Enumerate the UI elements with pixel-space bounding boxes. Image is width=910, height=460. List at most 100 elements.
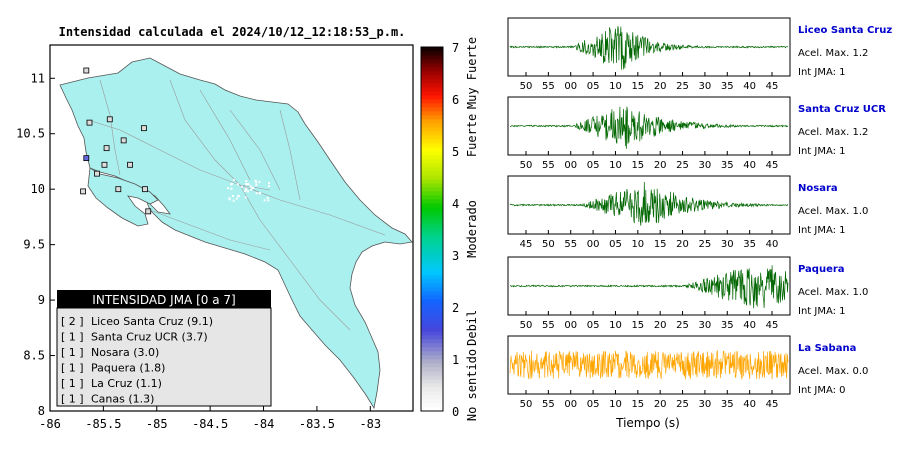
legend-item-name: La Cruz (1.1) [91, 377, 162, 390]
colorbar-cell [421, 347, 443, 352]
city-dot [267, 199, 270, 202]
map-y-tick-label: 10 [31, 182, 45, 196]
station-marker [86, 119, 93, 126]
waveform-tick-label: 35 [721, 399, 734, 410]
waveform-tick-label: 35 [721, 320, 734, 331]
city-dot [228, 198, 231, 201]
colorbar-cell [421, 383, 443, 388]
waveform-tick-label: 55 [564, 239, 577, 250]
waveform-panel: 50 55 00 05 10 15 20 25 30 35 40 45 Santa Cruz UCR Ac… [507, 96, 886, 171]
colorbar-cell [421, 363, 443, 368]
colorbar-cell [421, 135, 443, 140]
colorbar-cell [421, 51, 443, 56]
colorbar-cell [421, 395, 443, 400]
map-y-tick-label: 11 [31, 71, 45, 85]
waveform-tick-label: 30 [699, 160, 712, 171]
colorbar-scale [421, 47, 443, 412]
waveform-tick-label: 35 [721, 160, 734, 171]
colorbar-cell [421, 159, 443, 164]
colorbar-cell [421, 199, 443, 204]
waveform-tick-label: 15 [631, 399, 644, 410]
colorbar-ticks: 0 1 2 3 4 5 6 7 [452, 41, 459, 419]
city-dot [236, 183, 239, 186]
colorbar-cell [421, 299, 443, 304]
city-dot [247, 183, 250, 186]
colorbar-frame [420, 46, 444, 412]
waveform-tick-label: 15 [631, 160, 644, 171]
waveform-panel: 50 55 00 05 10 15 20 25 30 35 40 45 La Sabana Acel. M… [507, 335, 868, 410]
colorbar-cell [421, 339, 443, 344]
colorbar-cell [421, 103, 443, 108]
colorbar-cell [421, 235, 443, 240]
colorbar-cell [421, 303, 443, 308]
colorbar-cell [421, 295, 443, 300]
colorbar-cell [421, 147, 443, 152]
colorbar-cell [421, 379, 443, 384]
waveform-tick-label: 30 [699, 320, 712, 331]
waveform-tick-label: 20 [654, 81, 667, 92]
waveform-panels: 50 55 00 05 10 15 20 25 30 35 40 45 Liceo Santa Cruz… [507, 17, 892, 410]
waveform-tick-label: 10 [631, 239, 644, 250]
city-dot [250, 188, 253, 191]
waveform-panel: 50 55 00 05 10 15 20 25 30 35 40 45 Liceo Santa Cruz… [507, 17, 892, 92]
city-dot [237, 194, 240, 197]
city-dot [245, 179, 248, 182]
waveform-tick-label: 20 [654, 320, 667, 331]
colorbar-cell [421, 319, 443, 324]
colorbar-cell [421, 391, 443, 396]
waveform-tick-label: 40 [766, 239, 779, 250]
colorbar-cell [421, 287, 443, 292]
city-dot [268, 182, 271, 185]
waveform-jma-intensity: Int JMA: 1 [798, 225, 846, 236]
waveform-tick-label: 55 [542, 81, 555, 92]
waveform-tick-label: 50 [520, 160, 533, 171]
station-marker [142, 186, 148, 193]
colorbar-cell [421, 255, 443, 260]
colorbar-cell [421, 183, 443, 188]
waveform-jma-intensity: Int JMA: 1 [798, 146, 846, 157]
waveform-tick-label: 25 [676, 160, 689, 171]
waveform-jma-intensity: Int JMA: 1 [798, 67, 846, 78]
colorbar-cell [421, 239, 443, 244]
waveform-tick-label: 45 [766, 320, 779, 331]
map-x-tick-label: -86 [39, 417, 61, 431]
city-dot [249, 185, 252, 188]
map-x-tick-label: -83 [359, 417, 381, 431]
colorbar-cell [421, 387, 443, 392]
waveform-trace [509, 106, 789, 149]
station-marker [103, 145, 110, 152]
colorbar-cell [421, 115, 443, 120]
city-dot [246, 183, 249, 186]
station-marker [120, 137, 127, 144]
legend-item-level: [ 1 ] [61, 393, 84, 406]
colorbar-cell [421, 155, 443, 160]
waveform-tick-label: 30 [699, 399, 712, 410]
colorbar-cell [421, 275, 443, 280]
waveform-tick-label: 15 [631, 81, 644, 92]
city-dot [244, 196, 247, 199]
waveform-tick-label: 30 [721, 239, 734, 250]
waveform-station-name: Nosara [798, 183, 838, 194]
city-dot [252, 186, 255, 189]
waveform-tick-label: 45 [766, 81, 779, 92]
legend-item-name: Paquera (1.8) [91, 362, 165, 375]
map-frame [49, 44, 414, 412]
intensity-legend: INTENSIDAD JMA [0 a 7] [ 2 ] Liceo Santa … [56, 290, 272, 407]
waveform-tick-label: 25 [676, 81, 689, 92]
waveform-tick-label: 40 [743, 81, 756, 92]
colorbar-cell [421, 87, 443, 92]
station-marker [83, 67, 90, 74]
city-dot [228, 197, 231, 200]
map-x-tick-label: -85.5 [85, 417, 121, 431]
city-dot [235, 197, 238, 200]
waveform-tick-label: 20 [654, 399, 667, 410]
waveform-tick-label: 45 [766, 399, 779, 410]
colorbar-cell [421, 327, 443, 332]
waveform-max-accel: Acel. Max. 1.0 [798, 206, 868, 217]
station-marker [101, 161, 108, 168]
colorbar-cell [421, 403, 443, 408]
colorbar-category-label: Debil [465, 310, 479, 346]
colorbar-cell [421, 59, 443, 64]
map-y-tick-label: 9.5 [23, 238, 45, 252]
